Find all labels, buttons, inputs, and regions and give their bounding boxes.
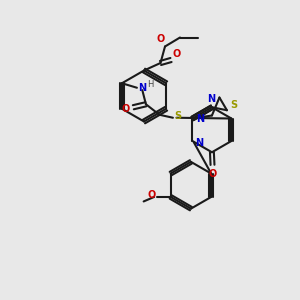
Text: N: N: [207, 94, 215, 104]
Text: N: N: [138, 83, 146, 93]
Text: S: S: [174, 111, 182, 121]
Text: O: O: [147, 190, 156, 200]
Text: O: O: [122, 104, 130, 114]
Text: H: H: [147, 80, 154, 89]
Text: N: N: [196, 113, 204, 124]
Text: O: O: [156, 34, 165, 44]
Text: N: N: [195, 137, 204, 148]
Text: S: S: [230, 100, 238, 110]
Text: O: O: [208, 169, 217, 179]
Text: O: O: [172, 49, 181, 58]
